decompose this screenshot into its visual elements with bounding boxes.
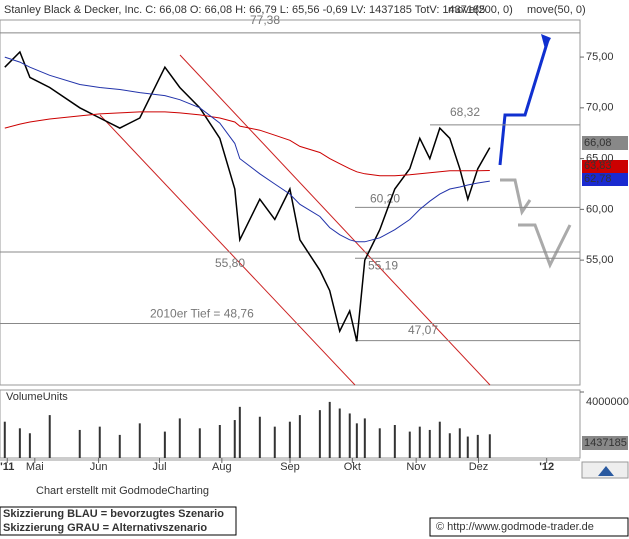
volume-bar [138, 423, 141, 458]
volume-bar [218, 425, 221, 458]
ma50-badge [582, 173, 628, 186]
volume-bar [298, 415, 301, 458]
volume-bar [178, 418, 181, 458]
gray-scenario [518, 223, 572, 269]
volume-title: VolumeUnits [6, 391, 68, 403]
tool-icon-glyph [598, 466, 614, 476]
volume-bar [438, 421, 441, 458]
volume-bar [3, 421, 6, 458]
volume-bar [408, 431, 411, 458]
price-badge [582, 136, 628, 150]
header: Stanley Black & Decker, Inc. C: 66,08 O:… [4, 4, 485, 16]
volume-bar [238, 406, 241, 458]
price-label: 66,08 [584, 137, 612, 149]
level-label: 2010er Tief = 48,76 [150, 307, 254, 321]
x-tick-label: Aug [212, 461, 232, 473]
footer-blue: Skizzierung BLAU = bevorzugtes Szenario [3, 508, 224, 520]
x-tick-label: Mai [26, 461, 44, 473]
volume-bar [288, 421, 291, 458]
y-tick-label: 60,00 [586, 203, 614, 215]
x-tick-label: '12 [539, 461, 554, 473]
volume-bar [163, 431, 166, 458]
moving-average [4, 56, 490, 243]
volume-bar [198, 428, 201, 458]
volume-bar [458, 428, 461, 458]
blue-scenario [498, 39, 550, 166]
ma50-value: 62,78 [584, 173, 612, 185]
volume-badge [582, 436, 628, 450]
y-tick-label: 65,00 [586, 152, 614, 164]
x-tick-label: Jul [152, 461, 166, 473]
x-tick-label: Dez [469, 461, 489, 473]
volume-bar [338, 408, 341, 458]
level-label: 47,07 [408, 323, 438, 337]
ma50-label: move(50, 0) [527, 4, 586, 16]
volume-bar [273, 426, 276, 458]
volume-bar [348, 413, 351, 458]
volume-tick-label: 4000000 [586, 396, 629, 408]
volume-bar [378, 428, 381, 458]
level-label: 77,38 [250, 13, 280, 27]
volume-bar [355, 423, 358, 458]
ma200-badge [582, 160, 628, 173]
volume-bar [328, 401, 331, 458]
footer-gray: Skizzierung GRAU = Alternativszenario [3, 522, 207, 534]
x-tick-label: Okt [344, 461, 361, 473]
url-box [429, 517, 629, 537]
legend-box [0, 506, 237, 536]
blue-arrow [541, 34, 551, 49]
volume-last: 1437185 [584, 437, 627, 449]
volume-bar [466, 436, 469, 458]
x-tick-label: Jun [90, 461, 108, 473]
volume-bar [233, 420, 236, 458]
x-tick-label: Sep [280, 461, 300, 473]
volume-bar [258, 416, 261, 458]
y-tick-label: 75,00 [586, 51, 614, 63]
volume-bar [428, 429, 431, 458]
level-label: 60,20 [370, 191, 400, 205]
volume-bar [48, 415, 51, 458]
volume-bar [488, 434, 491, 458]
volume-bar [28, 433, 31, 458]
level-label: 55,80 [215, 256, 245, 270]
channel-line [99, 114, 356, 386]
moving-average [4, 111, 490, 177]
volume-bar [318, 410, 321, 458]
volume-bar [98, 426, 101, 458]
volume-bar [418, 426, 421, 458]
volume-bar [476, 434, 479, 458]
footer-credit: Chart erstellt mit GodmodeCharting [36, 485, 209, 497]
volume-bar [393, 425, 396, 458]
level-label: 55,19 [368, 258, 398, 272]
volume-bar [363, 418, 366, 458]
y-tick-label: 70,00 [586, 102, 614, 114]
volume-bar [448, 433, 451, 458]
footer-url: © http://www.godmode-trader.de [436, 521, 594, 533]
channel-line [179, 54, 491, 386]
plot-frame [0, 19, 581, 386]
ma200-label: move(200, 0) [448, 4, 513, 16]
x-tick-label: '11 [0, 461, 14, 473]
y-tick-label: 55,00 [586, 254, 614, 266]
volume-bar [78, 429, 81, 458]
x-tick-label: Nov [406, 461, 426, 473]
level-label: 68,32 [450, 105, 480, 119]
ma200-value: 63,83 [584, 160, 612, 172]
gray-scenario [500, 178, 532, 216]
volume-bar [118, 434, 121, 458]
volume-bar [18, 428, 21, 458]
price-line [4, 50, 491, 342]
